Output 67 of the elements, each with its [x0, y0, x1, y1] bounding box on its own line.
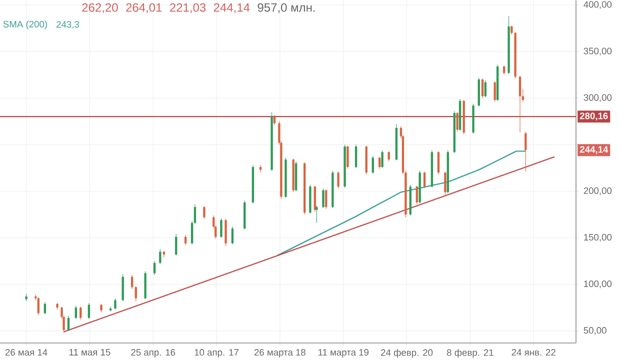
x-tick-label: 26 мая 14 — [5, 349, 48, 356]
candlestick — [502, 65, 506, 76]
candlestick — [510, 25, 513, 36]
x-tick-label: 26 марта 18 — [254, 349, 306, 358]
candlestick — [494, 81, 496, 102]
x-tick-label: 24 янв. 22 — [512, 349, 556, 356]
annotation: 262,20 — [82, 3, 118, 14]
candlestick — [162, 250, 166, 258]
candlestick — [80, 306, 82, 320]
y-tick-label: 50,00 — [584, 327, 606, 335]
candlestick — [423, 171, 426, 189]
candlestick — [381, 150, 384, 168]
y-tick-label: 200,00 — [584, 187, 612, 196]
text: 244,14 — [580, 146, 608, 154]
candlestick — [444, 171, 446, 196]
candlestick — [325, 189, 328, 210]
annotation: 244,14 — [214, 3, 250, 14]
y-tick-label: 150,00 — [584, 234, 612, 242]
candlestick — [159, 248, 162, 264]
annotation: 243,3 — [56, 21, 80, 29]
candlestick — [416, 185, 418, 205]
candlestick — [131, 274, 134, 290]
candlestick — [74, 305, 78, 320]
candlestick — [134, 286, 137, 302]
x-tick-label: 11 мая 15 — [69, 349, 110, 356]
candlestick — [518, 75, 522, 133]
candlestick — [220, 218, 222, 238]
candlestick — [231, 226, 234, 245]
x-tick-label: 24 февр. 20 — [381, 349, 433, 358]
x-tick-label: 11 марта 19 — [318, 349, 369, 358]
y-tick-label: 350,00 — [584, 48, 612, 56]
candlestick — [322, 188, 324, 208]
y-tick-label: 100,00 — [584, 280, 612, 288]
candlestick — [203, 206, 206, 220]
annotation: 221,03 — [170, 3, 206, 14]
candlestick — [437, 150, 440, 175]
candlestick — [67, 316, 70, 332]
candlestick — [184, 234, 187, 246]
x-tick-label: 10 апр. 17 — [194, 349, 238, 358]
candlestick — [354, 144, 358, 168]
candlestick — [273, 114, 276, 126]
candlestick — [481, 78, 484, 98]
candlestick — [259, 164, 262, 173]
candlestick — [346, 145, 349, 170]
candlestick — [337, 171, 340, 189]
candlestick — [524, 131, 527, 172]
candlestick — [122, 274, 124, 302]
candlestick — [316, 204, 318, 224]
text: SMA (200) — [3, 20, 47, 30]
annotation: 264,01 — [126, 3, 162, 14]
candlestick — [372, 156, 374, 174]
candlestick — [153, 260, 156, 276]
y-tick-label: 300,00 — [584, 94, 612, 102]
candlestick — [314, 185, 316, 212]
annotation: 957,0 млн. — [258, 3, 315, 14]
x-tick-label: 25 апр. 16 — [131, 349, 176, 358]
candlestick — [114, 298, 116, 310]
candlestick — [378, 156, 381, 170]
candlestick — [388, 150, 390, 162]
candlestick — [224, 218, 227, 246]
y-tick-label: 400,00 — [584, 1, 612, 9]
candlestick — [109, 306, 112, 312]
candlestick — [175, 234, 178, 256]
ref-line-label: 280,16 — [580, 112, 608, 121]
candlestick — [456, 112, 458, 132]
x-tick-label: 8 февр. 21 — [446, 349, 494, 358]
candlestick — [88, 302, 90, 320]
